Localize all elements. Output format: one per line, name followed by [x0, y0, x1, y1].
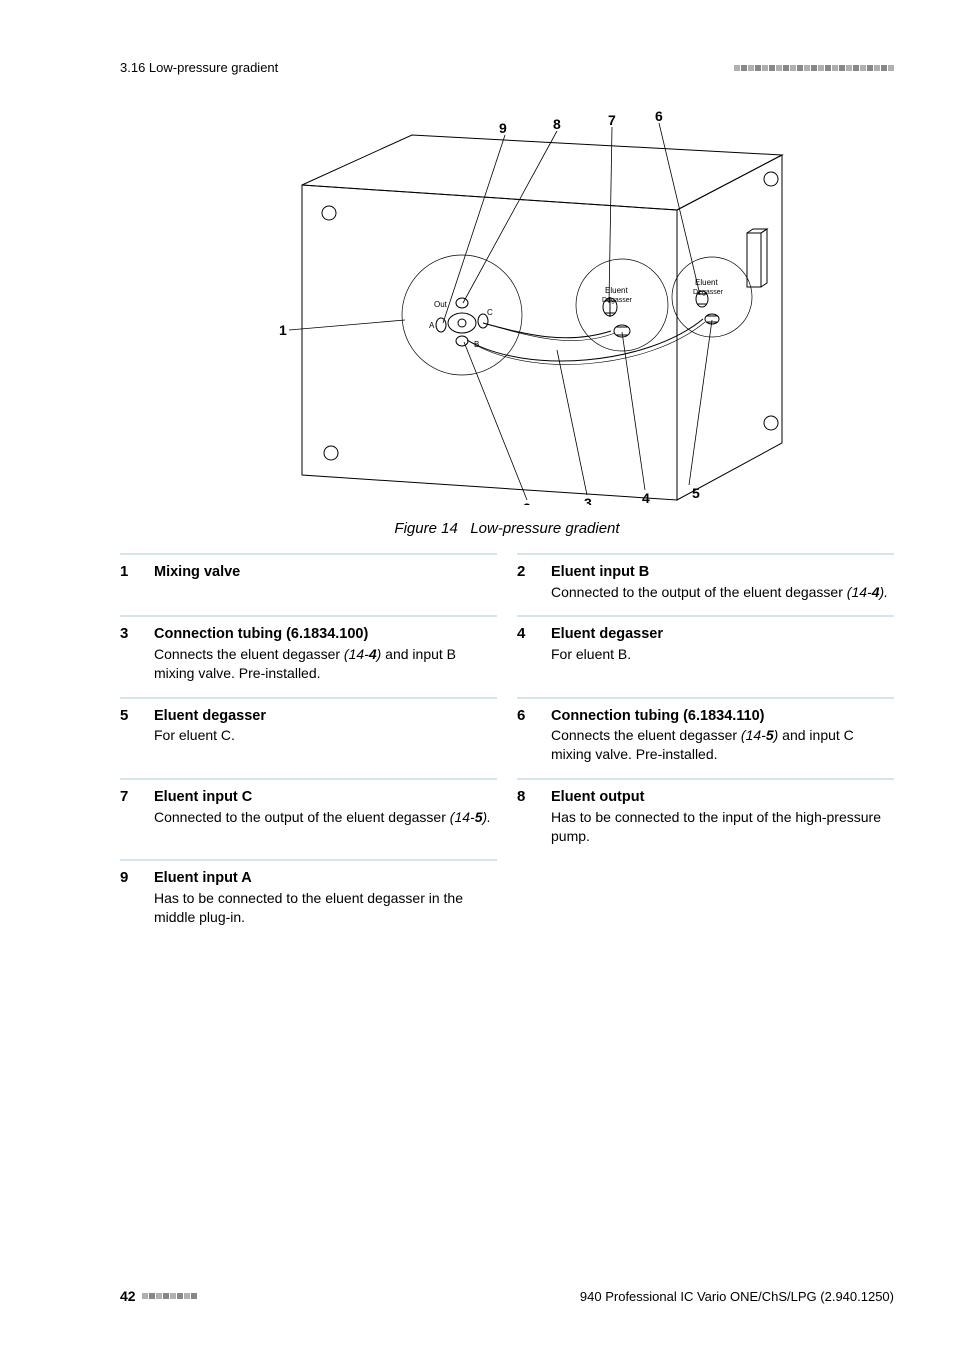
legend-desc: For eluent B. [551, 645, 894, 664]
legend-title: Mixing valve [154, 563, 497, 583]
legend-title: Eluent input A [154, 869, 497, 889]
legend-desc: Connected to the output of the eluent de… [551, 583, 894, 602]
svg-text:4: 4 [642, 490, 650, 505]
header-section-title: 3.16 Low-pressure gradient [120, 60, 278, 75]
legend-desc: Connected to the output of the eluent de… [154, 808, 497, 827]
legend-item-8: 8 Eluent output Has to be connected to t… [517, 778, 894, 845]
legend-title: Connection tubing (6.1834.110) [551, 707, 894, 727]
svg-text:3: 3 [584, 495, 592, 505]
legend-item-4: 4 Eluent degasser For eluent B. [517, 615, 894, 682]
svg-text:8: 8 [553, 116, 561, 132]
legend-desc: Has to be connected to the eluent degass… [154, 889, 497, 927]
legend-num: 3 [120, 625, 138, 682]
legend-num: 1 [120, 563, 138, 601]
legend-item-5: 5 Eluent degasser For eluent C. [120, 697, 497, 764]
svg-text:Out: Out [434, 300, 448, 309]
figure-diagram: Out A B C Eluent Degasser [120, 105, 894, 510]
legend-item-6: 6 Connection tubing (6.1834.110) Connect… [517, 697, 894, 764]
page-container: 3.16 Low-pressure gradient [0, 0, 954, 1350]
legend-item-3: 3 Connection tubing (6.1834.100) Connect… [120, 615, 497, 682]
svg-text:9: 9 [499, 120, 507, 136]
footer-page-number: 42 [120, 1288, 136, 1304]
legend-title: Eluent degasser [551, 625, 894, 645]
legend-title: Eluent output [551, 788, 894, 808]
legend-num: 4 [517, 625, 535, 682]
legend-title: Eluent degasser [154, 707, 497, 727]
footer-doc-title: 940 Professional IC Vario ONE/ChS/LPG (2… [580, 1289, 894, 1304]
figure-caption: Figure 14 Low-pressure gradient [120, 520, 894, 537]
svg-text:Eluent: Eluent [605, 286, 628, 295]
legend-num: 8 [517, 788, 535, 845]
svg-text:Degasser: Degasser [693, 289, 724, 296]
svg-text:C: C [487, 308, 493, 317]
legend-desc: Connects the eluent degasser (14-5) and … [551, 726, 894, 764]
legend-desc: Connects the eluent degasser (14-4) and … [154, 645, 497, 683]
svg-text:5: 5 [692, 485, 700, 501]
diagram-svg: Out A B C Eluent Degasser [227, 105, 787, 505]
legend-item-7: 7 Eluent input C Connected to the output… [120, 778, 497, 845]
legend-item-2: 2 Eluent input B Connected to the output… [517, 553, 894, 601]
footer-left: 42 [120, 1288, 197, 1304]
legend-num: 2 [517, 563, 535, 601]
page-footer: 42 940 Professional IC Vario ONE/ChS/LPG… [120, 1288, 894, 1304]
svg-text:2: 2 [523, 500, 531, 505]
page-header: 3.16 Low-pressure gradient [120, 60, 894, 75]
legend-num: 7 [120, 788, 138, 845]
legend-title: Eluent input C [154, 788, 497, 808]
svg-text:1: 1 [279, 322, 287, 338]
legend-num: 9 [120, 869, 138, 926]
legend-desc: Has to be connected to the input of the … [551, 808, 894, 846]
svg-text:Eluent: Eluent [695, 278, 718, 287]
header-decoration [734, 65, 894, 71]
footer-decoration [142, 1293, 197, 1299]
legend-num: 6 [517, 707, 535, 764]
svg-text:6: 6 [655, 108, 663, 124]
legend-num: 5 [120, 707, 138, 764]
legend-desc: For eluent C. [154, 726, 497, 745]
legend-title: Connection tubing (6.1834.100) [154, 625, 497, 645]
legend-title: Eluent input B [551, 563, 894, 583]
legend-item-1: 1 Mixing valve [120, 553, 497, 601]
svg-text:A: A [429, 321, 435, 330]
svg-text:7: 7 [608, 112, 616, 128]
legend-item-9: 9 Eluent input A Has to be connected to … [120, 859, 497, 926]
legend-grid: 1 Mixing valve 2 Eluent input B Connecte… [120, 553, 894, 927]
